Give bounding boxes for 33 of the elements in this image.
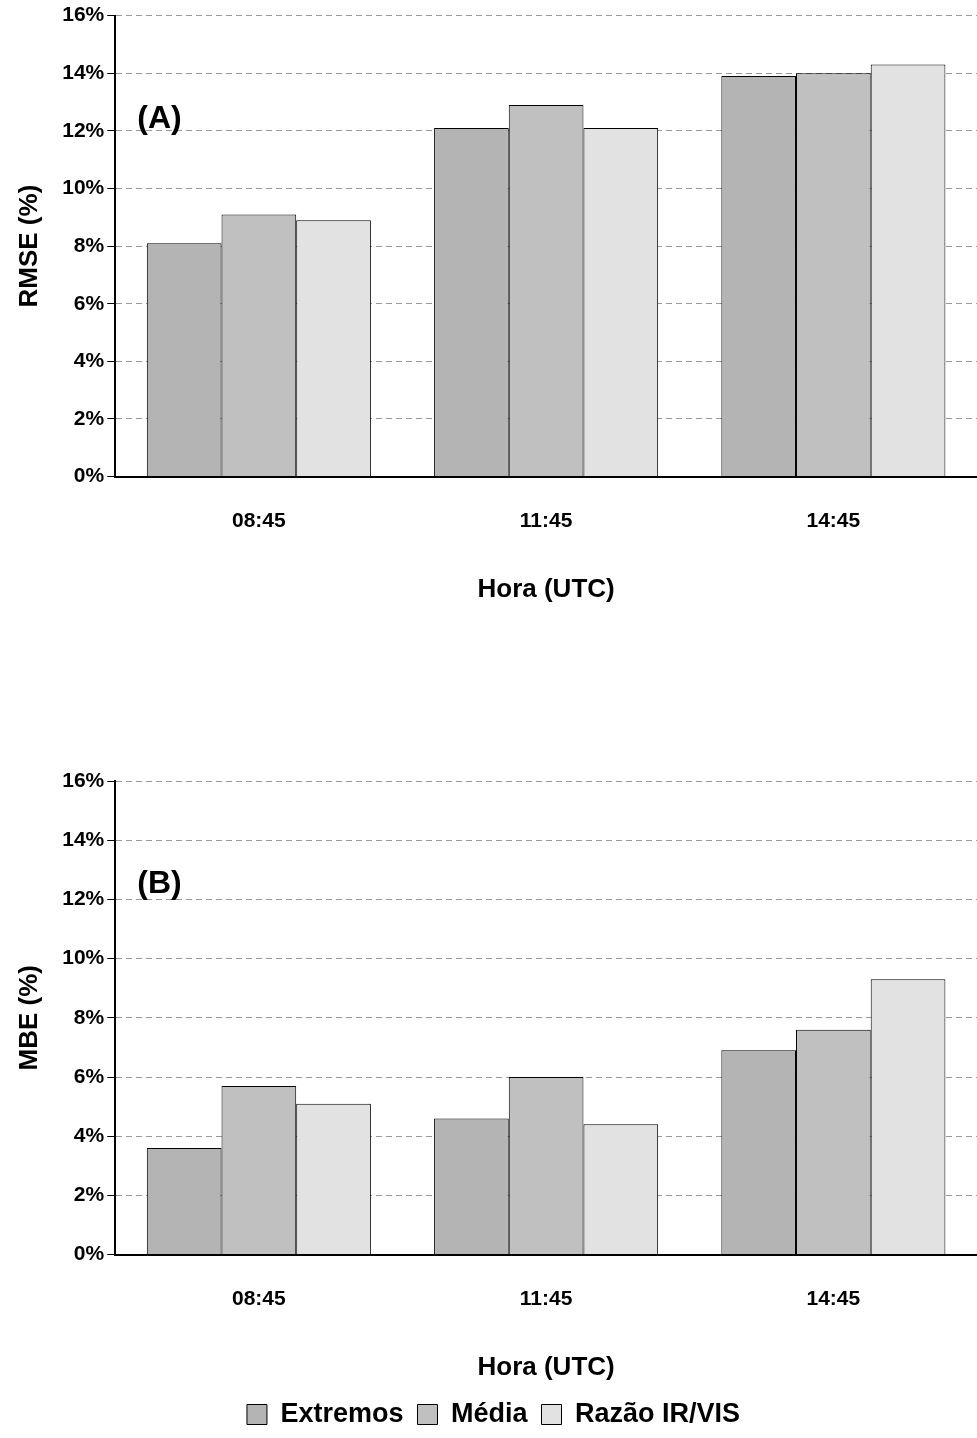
x-axis-title: Hora (UTC) xyxy=(477,572,615,603)
y-tick-label: 10% xyxy=(62,945,105,969)
y-tick-label: 6% xyxy=(73,290,105,314)
x-tick-label: 08:45 xyxy=(232,1286,287,1309)
x-tick-label: 14:45 xyxy=(806,508,861,531)
y-axis-title: MBE (%) xyxy=(12,965,43,1071)
y-tick-label: 0% xyxy=(73,463,105,487)
y-tick-label: 14% xyxy=(62,827,105,850)
y-tick-label: 10% xyxy=(62,175,105,199)
legend-label: Razão IR/VIS xyxy=(575,1397,741,1428)
annotation: (A) xyxy=(137,98,182,135)
y-tick-label: 16% xyxy=(62,2,105,26)
x-axis-title: Hora (UTC) xyxy=(477,1350,615,1381)
y-tick-label: 12% xyxy=(62,886,105,910)
annotation: (B) xyxy=(137,864,182,900)
y-tick-label: 12% xyxy=(62,117,105,141)
legend-label: Extremos xyxy=(280,1397,404,1428)
y-tick-label: 2% xyxy=(73,405,105,429)
x-tick-label: 11:45 xyxy=(519,508,573,531)
y-tick-label: 14% xyxy=(62,60,105,84)
y-axis-title: RMSE (%) xyxy=(12,184,43,308)
y-tick-label: 8% xyxy=(73,1004,105,1028)
x-tick-label: 14:45 xyxy=(806,1286,861,1309)
y-tick-label: 4% xyxy=(73,1123,105,1146)
x-tick-label: 11:45 xyxy=(519,1286,573,1309)
x-tick-label: 08:45 xyxy=(232,508,287,531)
legend-label: Média xyxy=(451,1397,529,1428)
y-tick-label: 0% xyxy=(73,1241,105,1265)
y-tick-label: 6% xyxy=(73,1063,105,1087)
y-tick-label: 4% xyxy=(73,348,105,372)
y-tick-label: 2% xyxy=(73,1182,105,1206)
y-tick-label: 16% xyxy=(62,767,105,791)
y-tick-label: 8% xyxy=(73,232,105,256)
